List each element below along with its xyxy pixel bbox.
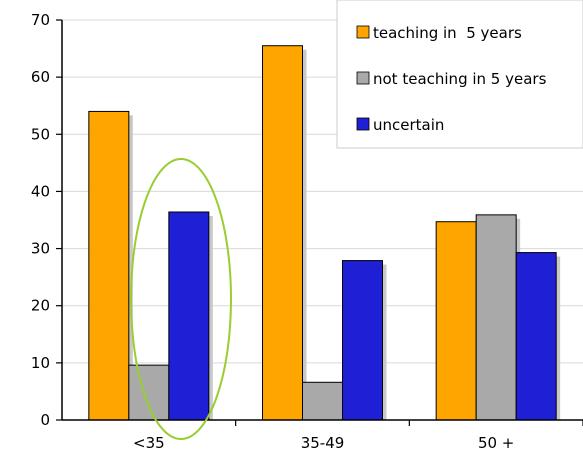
bar bbox=[302, 381, 343, 421]
bar bbox=[128, 364, 170, 421]
bar bbox=[475, 214, 517, 421]
legend-swatch-teaching bbox=[356, 25, 370, 39]
bar bbox=[262, 45, 303, 421]
bar bbox=[342, 260, 383, 421]
x-tick-label: 35-49 bbox=[301, 434, 345, 452]
y-tick-label: 0 bbox=[40, 411, 50, 429]
y-tick-label: 70 bbox=[31, 11, 50, 29]
legend-item-uncertain: uncertain bbox=[356, 116, 444, 134]
legend-swatch-not-teaching bbox=[356, 71, 370, 85]
legend: teaching in 5 years not teaching in 5 ye… bbox=[336, 0, 583, 149]
x-tick-label: 50 + bbox=[478, 434, 514, 452]
legend-label-uncertain: uncertain bbox=[373, 116, 444, 134]
bars bbox=[88, 45, 561, 421]
y-tick-label: 60 bbox=[31, 68, 50, 86]
y-tick-labels: 0 10 20 30 40 50 60 70 bbox=[31, 11, 62, 429]
legend-label-not-teaching: not teaching in 5 years bbox=[373, 70, 547, 88]
highlight-ellipse bbox=[130, 158, 232, 440]
y-tick-label: 50 bbox=[31, 125, 50, 143]
y-tick-label: 30 bbox=[31, 240, 50, 258]
y-tick-label: 10 bbox=[31, 354, 50, 372]
legend-box bbox=[336, 0, 583, 149]
legend-swatch-uncertain bbox=[356, 117, 370, 131]
legend-item-teaching: teaching in 5 years bbox=[356, 24, 522, 42]
bar bbox=[168, 211, 210, 421]
x-tick-label: <35 bbox=[133, 434, 165, 452]
bar bbox=[435, 221, 477, 421]
y-tick-label: 20 bbox=[31, 297, 50, 315]
y-tick-label: 40 bbox=[31, 182, 50, 200]
legend-item-not-teaching: not teaching in 5 years bbox=[356, 70, 547, 88]
bar bbox=[515, 252, 557, 421]
legend-label-teaching: teaching in 5 years bbox=[373, 24, 522, 42]
bar bbox=[88, 110, 130, 421]
x-tick-labels: <35 35-49 50 + bbox=[133, 420, 583, 452]
